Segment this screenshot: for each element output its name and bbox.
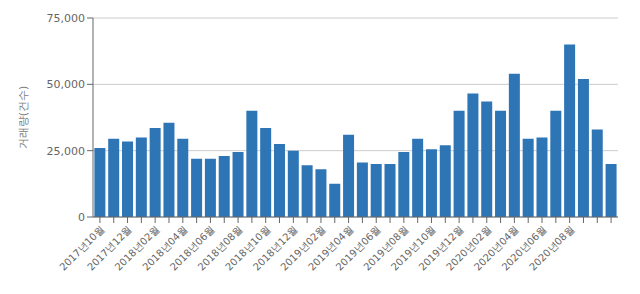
- svg-text:2019년12월: 2019년12월: [416, 223, 466, 273]
- svg-text:2018년08월: 2018년08월: [195, 223, 245, 273]
- svg-text:2017년10월: 2017년10월: [57, 223, 107, 273]
- svg-text:2018년04월: 2018년04월: [140, 223, 190, 273]
- svg-text:2019년08월: 2019년08월: [361, 223, 411, 273]
- svg-text:2019년06월: 2019년06월: [333, 223, 383, 273]
- svg-text:거래량(건수): 거래량(건수): [17, 86, 30, 150]
- svg-text:25,000: 25,000: [47, 145, 86, 158]
- svg-text:2020년06월: 2020년06월: [499, 223, 549, 273]
- svg-text:2017년12월: 2017년12월: [85, 223, 134, 273]
- svg-text:2018년02월: 2018년02월: [112, 223, 162, 273]
- svg-text:2019년02월: 2019년02월: [278, 223, 328, 273]
- svg-text:2019년10월: 2019년10월: [389, 223, 438, 273]
- svg-text:0: 0: [78, 211, 85, 224]
- svg-text:2018년06월: 2018년06월: [167, 223, 217, 273]
- svg-text:75,000: 75,000: [47, 12, 86, 25]
- svg-text:2018년10월: 2018년10월: [223, 223, 273, 273]
- svg-text:2020년04월: 2020년04월: [471, 223, 521, 273]
- svg-text:50,000: 50,000: [47, 78, 86, 91]
- svg-text:2019년04월: 2019년04월: [306, 223, 355, 273]
- svg-text:2018년12월: 2018년12월: [250, 223, 300, 273]
- svg-text:2020년08월: 2020년08월: [527, 224, 576, 273]
- svg-text:2020년02월: 2020년02월: [444, 223, 494, 273]
